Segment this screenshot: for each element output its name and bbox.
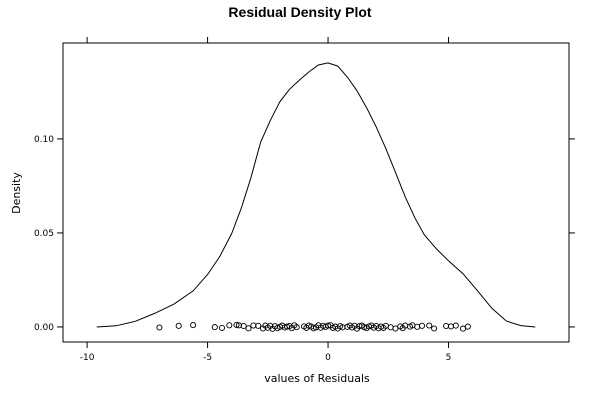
residual-point	[452, 322, 459, 329]
y-tick-label: 0.10	[34, 135, 54, 145]
residual-point	[175, 322, 182, 329]
x-tick-label: -5	[203, 353, 212, 363]
residual-point	[218, 324, 226, 331]
y-tick-label: 0.05	[34, 229, 54, 239]
x-tick-label: 5	[446, 353, 452, 363]
residual-point	[233, 321, 240, 328]
x-tick-label: -10	[80, 353, 95, 363]
residual-point	[156, 324, 163, 331]
residual-point	[324, 322, 332, 329]
residual-point	[211, 324, 218, 331]
residual-point	[431, 325, 438, 332]
density-curve	[96, 62, 536, 328]
residual-point	[464, 323, 471, 330]
residual-point	[245, 325, 252, 332]
chart-title: Residual Density Plot	[228, 4, 371, 20]
x-axis-label: values of Residuals	[264, 372, 370, 385]
residual-point	[190, 322, 197, 329]
residual-point	[414, 323, 421, 330]
x-tick-label: 0	[325, 353, 331, 363]
residual-point	[293, 324, 300, 331]
chart-marks	[96, 62, 536, 332]
residual-point	[226, 322, 233, 329]
residual-point	[240, 322, 247, 330]
residual-point	[418, 322, 426, 329]
plot-frame	[62, 42, 570, 343]
y-axis-label: Density	[10, 172, 23, 214]
residual-point	[255, 322, 262, 329]
y-tick-label: 0.00	[34, 323, 54, 333]
residual-point	[426, 322, 433, 329]
axis-ticks: -10 -5 0 5 0.00 0.05 0.10	[34, 37, 575, 363]
